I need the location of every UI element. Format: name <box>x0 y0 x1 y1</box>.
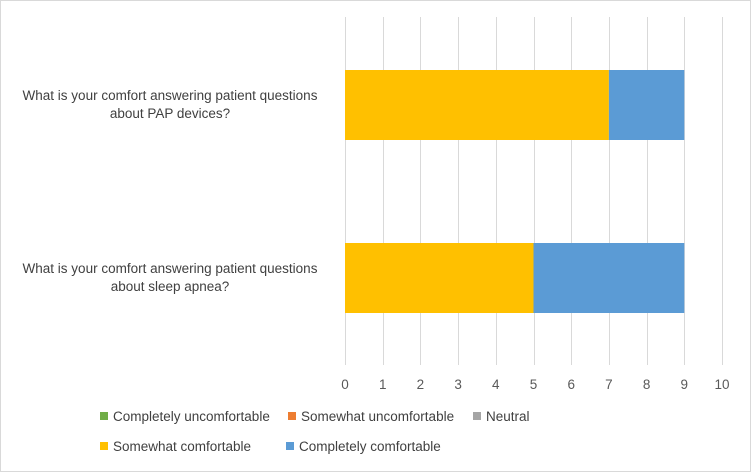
legend-item-somewhat-uncomfortable: Somewhat uncomfortable <box>288 409 454 424</box>
legend-label-completely-comfortable: Completely comfortable <box>299 439 441 454</box>
legend-swatch-somewhat-uncomfortable <box>288 412 296 420</box>
legend-item-somewhat-comfortable: Somewhat comfortable <box>100 439 251 454</box>
bar-completely-comfortable-1 <box>533 243 685 313</box>
legend-swatch-somewhat-comfortable <box>100 442 108 450</box>
legend-item-neutral: Neutral <box>473 409 530 424</box>
x-tick-label-10: 10 <box>714 377 729 392</box>
x-tick-label-6: 6 <box>567 377 575 392</box>
bar-somewhat-comfortable-0 <box>345 70 609 140</box>
legend-label-somewhat-comfortable: Somewhat comfortable <box>113 439 252 454</box>
legend-swatch-neutral <box>473 412 481 420</box>
legend-item-completely-comfortable: Completely comfortable <box>286 439 441 454</box>
legend-swatch-completely-uncomfortable <box>100 412 108 420</box>
legend-label-neutral: Neutral <box>486 409 530 424</box>
bar-somewhat-comfortable-1 <box>345 243 534 313</box>
legend-item-completely-uncomfortable: Completely uncomfortable <box>100 409 270 424</box>
legend-label-somewhat-uncomfortable: Somewhat uncomfortable <box>301 409 455 424</box>
x-tick-label-7: 7 <box>605 377 613 392</box>
x-tick-label-3: 3 <box>454 377 462 392</box>
x-tick-label-5: 5 <box>530 377 538 392</box>
bar-completely-comfortable-0 <box>608 70 685 140</box>
legend-swatch-completely-comfortable <box>286 442 294 450</box>
x-tick-label-2: 2 <box>417 377 425 392</box>
x-tick-label-0: 0 <box>341 377 349 392</box>
x-tick-label-1: 1 <box>379 377 387 392</box>
category-label-pap-devices: What is your comfort answering patient q… <box>22 88 318 121</box>
x-tick-label-8: 8 <box>643 377 651 392</box>
x-tick-label-9: 9 <box>681 377 689 392</box>
category-label-sleep-apnea: What is your comfort answering patient q… <box>22 261 318 294</box>
x-tick-label-4: 4 <box>492 377 500 392</box>
legend-label-completely-uncomfortable: Completely uncomfortable <box>113 409 270 424</box>
